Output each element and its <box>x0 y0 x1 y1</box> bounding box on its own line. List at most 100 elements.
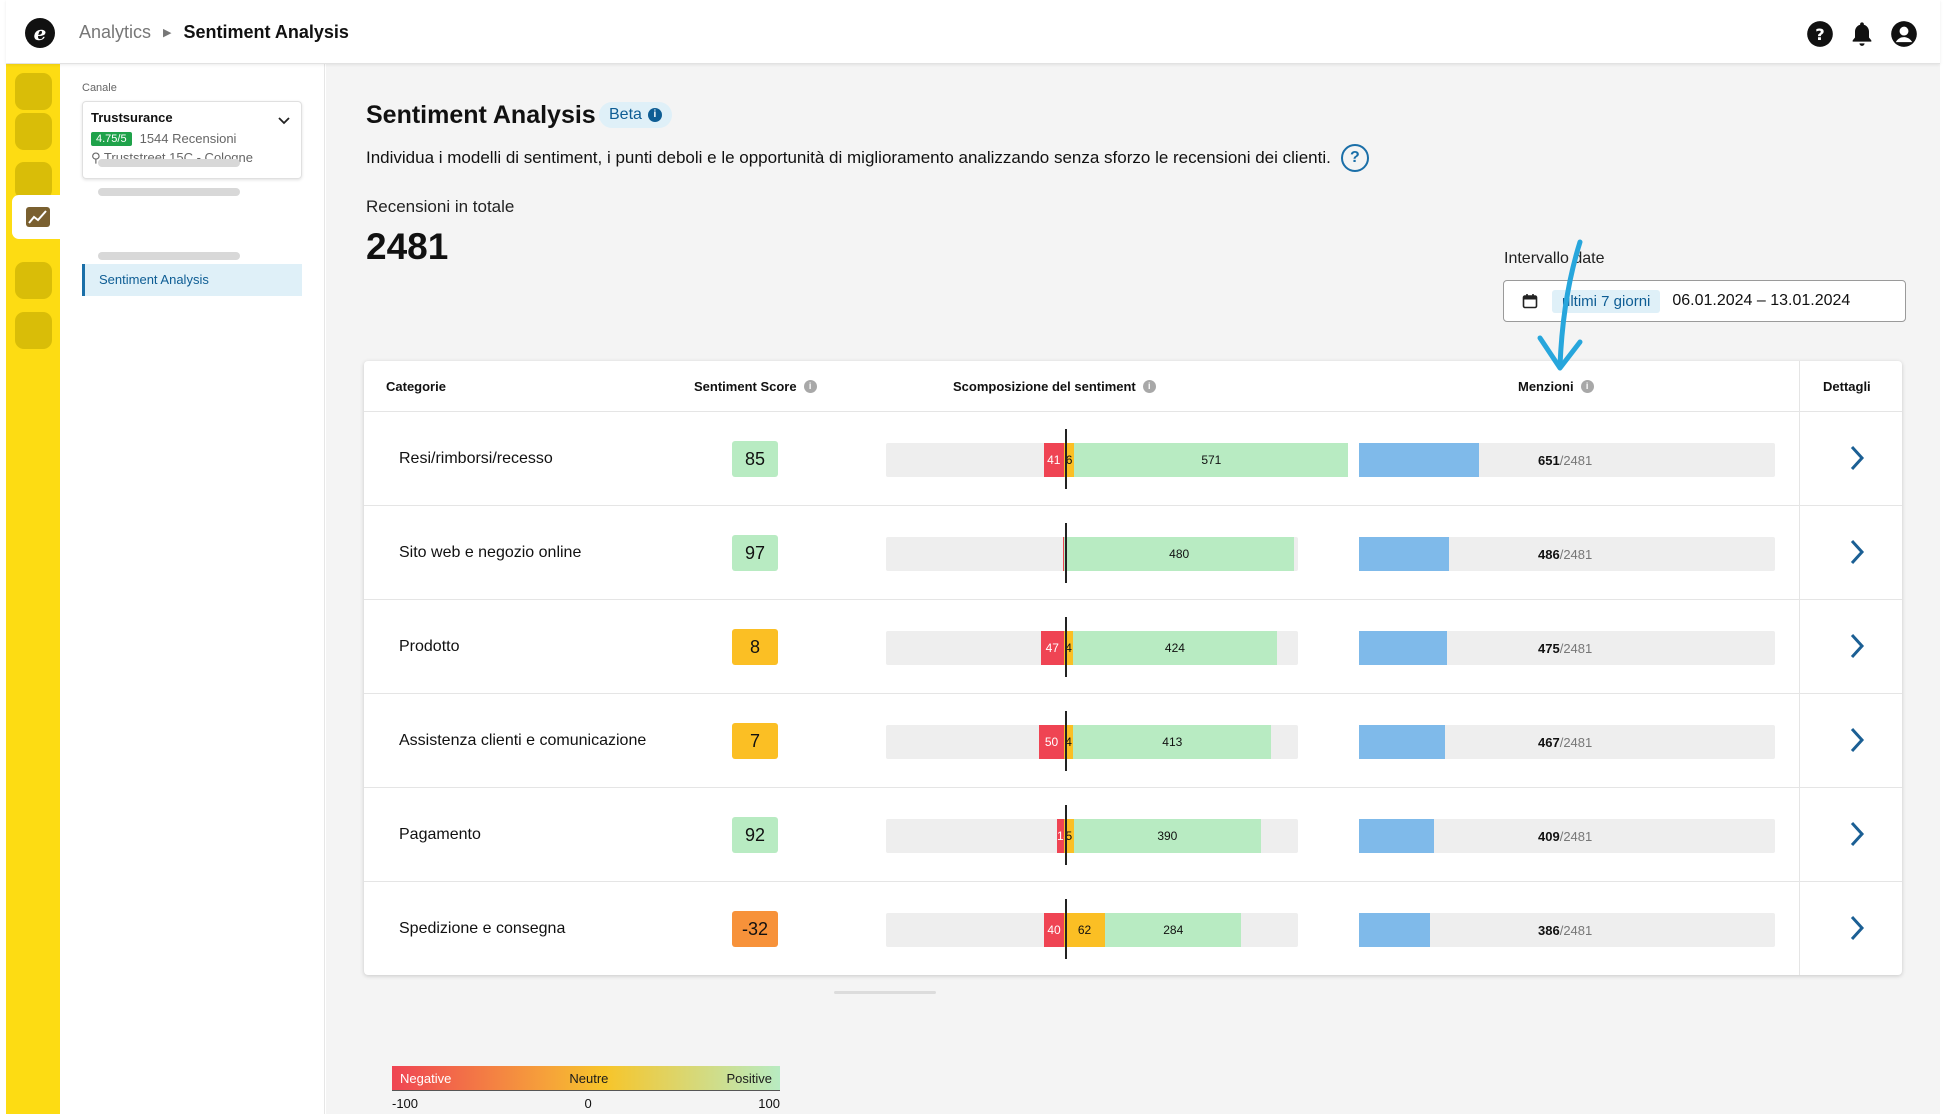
rail-item-5[interactable] <box>15 262 52 299</box>
details-column-divider <box>1799 361 1800 975</box>
horizontal-scrollbar[interactable] <box>834 991 936 994</box>
legend-gradient: Negative Neutre Positive <box>392 1066 780 1090</box>
nav-item-sentiment-analysis[interactable]: Sentiment Analysis <box>82 264 302 296</box>
mentions-total: /2481 <box>1559 923 1593 938</box>
rail-item-analytics[interactable] <box>12 195 60 239</box>
sentiment-breakdown-bar: 50 4 413 <box>886 725 1298 759</box>
sentiment-score-badge: -32 <box>732 911 778 947</box>
legend-tick-min: -100 <box>392 1096 419 1111</box>
chevron-down-icon[interactable] <box>277 114 291 128</box>
neutral-segment: 6 <box>1064 443 1075 477</box>
info-icon[interactable]: i <box>1142 380 1156 393</box>
description-text: Individua i modelli di sentiment, i punt… <box>366 148 1331 167</box>
mentions-fill <box>1359 725 1446 759</box>
neutral-segment: 4 <box>1064 631 1074 665</box>
positive-segment: 480 <box>1064 537 1295 571</box>
nav-placeholder[interactable] <box>98 188 240 196</box>
neutral-segment: 4 <box>1064 725 1074 759</box>
chevron-right-icon[interactable] <box>1847 913 1867 943</box>
chevron-right-icon[interactable] <box>1847 631 1867 661</box>
col-header-categories[interactable]: Categorie <box>386 379 446 394</box>
mentions-bar: 409/2481 <box>1359 819 1775 853</box>
nav-placeholder[interactable] <box>98 159 240 167</box>
breadcrumb-separator-icon: ▶ <box>163 27 172 39</box>
mentions-value: 475 <box>1538 641 1560 656</box>
col-header-score[interactable]: Sentiment Score i <box>694 379 817 394</box>
mentions-value: 409 <box>1538 829 1560 844</box>
mentions-fill <box>1359 819 1435 853</box>
chevron-right-icon[interactable] <box>1847 537 1867 567</box>
sentiment-score-badge: 85 <box>732 441 778 477</box>
date-range-dates[interactable]: 06.01.2024 – 13.01.2024 <box>1672 292 1851 309</box>
table-row[interactable]: Prodotto 8 47 4 424 475/2481 <box>364 600 1902 694</box>
positive-segment: 571 <box>1074 443 1349 477</box>
location-pin-icon: ⚲ <box>91 150 104 165</box>
mentions-total: /2481 <box>1559 547 1593 562</box>
positive-segment: 424 <box>1073 631 1277 665</box>
info-icon[interactable]: i <box>803 380 817 393</box>
sentiment-score-badge: 97 <box>732 535 778 571</box>
legend-tick-max: 100 <box>758 1096 780 1111</box>
col-header-mentions[interactable]: Menzioni i <box>1518 379 1594 394</box>
mentions-count: 651/2481 <box>1538 453 1592 468</box>
rail-item-2[interactable] <box>15 113 52 150</box>
date-range-preset[interactable]: ultimi 7 giorni <box>1552 289 1661 313</box>
sentiment-score-badge: 8 <box>732 629 778 665</box>
rail-item-6[interactable] <box>15 312 52 349</box>
mentions-total: /2481 <box>1559 453 1593 468</box>
table-row[interactable]: Pagamento 92 145390 409/2481 <box>364 788 1902 882</box>
table-row[interactable]: Assistenza clienti e comunicazione 7 50 4 41… <box>364 694 1902 788</box>
mentions-value: 386 <box>1538 923 1560 938</box>
chevron-right-icon[interactable] <box>1847 443 1867 473</box>
negative-segment: 50 <box>1039 725 1064 759</box>
rail-item-1[interactable] <box>15 73 52 110</box>
sentiment-breakdown-bar: 40 62 284 <box>886 913 1298 947</box>
chevron-right-icon[interactable] <box>1847 725 1867 755</box>
col-header-breakdown-label: Scomposizione del sentiment <box>953 379 1136 394</box>
zero-line <box>1065 429 1067 489</box>
chevron-right-icon[interactable] <box>1847 819 1867 849</box>
rail-item-3[interactable] <box>15 162 52 199</box>
table-row[interactable]: Resi/rimborsi/recesso 85 41 6 571 651/2481 <box>364 412 1902 506</box>
mentions-bar: 467/2481 <box>1359 725 1775 759</box>
mentions-value: 486 <box>1538 547 1560 562</box>
negative-segment: 41 <box>1043 443 1064 477</box>
breadcrumb: Analytics ▶ Sentiment Analysis <box>79 22 349 43</box>
sentiment-breakdown-bar: 145390 <box>886 819 1298 853</box>
legend-negative: Negative <box>400 1070 452 1086</box>
sentiment-breakdown-bar: 47 4 424 <box>886 631 1298 665</box>
nav-placeholder[interactable] <box>98 252 240 260</box>
date-range-picker[interactable]: ultimi 7 giorni 06.01.2024 – 13.01.2024 <box>1503 280 1906 322</box>
mentions-bar: 486/2481 <box>1359 537 1775 571</box>
app-logo[interactable]: e <box>25 18 55 48</box>
negative-segment: 47 <box>1040 631 1064 665</box>
mentions-value: 467 <box>1538 735 1560 750</box>
bell-icon[interactable] <box>1848 20 1876 48</box>
canale-label: Canale <box>82 82 117 94</box>
page-title: Sentiment Analysis <box>366 101 596 129</box>
mentions-total: /2481 <box>1559 641 1593 656</box>
help-icon[interactable]: ? <box>1806 20 1834 48</box>
help-circle-icon[interactable]: ? <box>1340 144 1369 172</box>
col-header-score-label: Sentiment Score <box>694 379 797 394</box>
table-row[interactable]: Spedizione e consegna -32 40 62 284 386/2481 <box>364 882 1902 975</box>
legend-positive: Positive <box>726 1070 772 1086</box>
info-icon[interactable]: i <box>647 108 662 122</box>
main-content: Sentiment Analysis Beta i Individua i mo… <box>326 64 1940 1114</box>
col-header-breakdown[interactable]: Scomposizione del sentiment i <box>953 379 1156 394</box>
beta-label: Beta <box>609 106 642 123</box>
sentiment-legend: Negative Neutre Positive -100 0 100 <box>392 1066 780 1111</box>
mentions-count: 486/2481 <box>1538 547 1592 562</box>
info-icon[interactable]: i <box>1580 380 1594 393</box>
breadcrumb-analytics[interactable]: Analytics <box>79 22 152 42</box>
channel-selector[interactable]: Trustsurance 4.75/5 1544 Recensioni ⚲ Tr… <box>82 101 302 179</box>
legend-tick-mid: 0 <box>584 1096 592 1111</box>
user-avatar-icon[interactable] <box>1890 20 1918 48</box>
mentions-value: 651 <box>1538 453 1560 468</box>
svg-text:?: ? <box>1815 25 1824 44</box>
channel-name: Trustsurance <box>91 110 173 125</box>
top-icons: ? <box>1806 20 1918 48</box>
table-row[interactable]: Sito web e negozio online 97 480 486/2481 <box>364 506 1902 600</box>
positive-segment: 413 <box>1073 725 1272 759</box>
mentions-count: 409/2481 <box>1538 829 1592 844</box>
